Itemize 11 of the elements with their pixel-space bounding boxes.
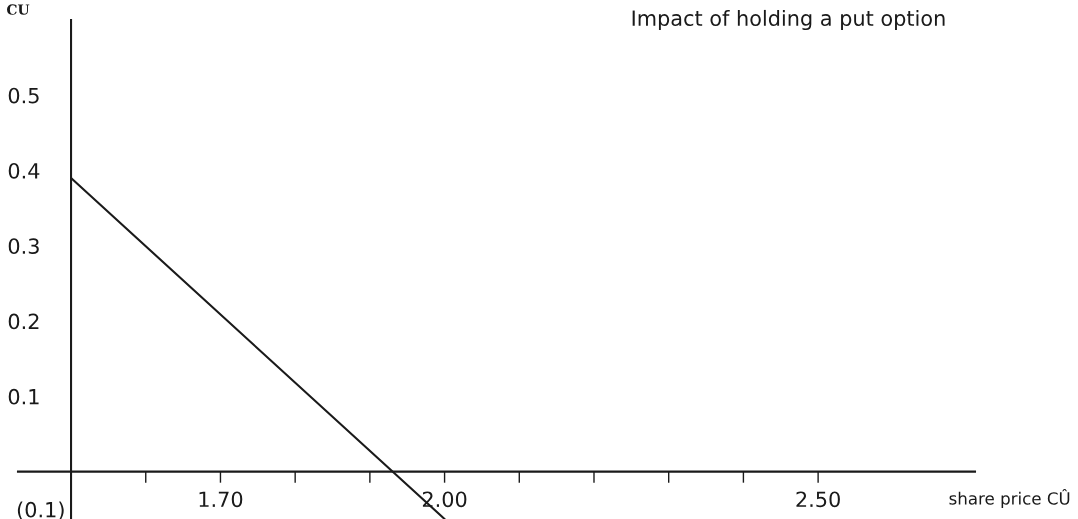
x-axis-title: share price CÛ bbox=[949, 489, 1070, 508]
x-tick-label: 2.50 bbox=[796, 491, 840, 508]
x-tick-label: 2.00 bbox=[422, 491, 467, 508]
y-axis-title: CU bbox=[7, 4, 30, 15]
y-tick-label: 0.1 bbox=[8, 388, 39, 405]
y-tick-label: 0.4 bbox=[8, 162, 40, 179]
x-tick-label: 1.70 bbox=[199, 491, 243, 508]
y-tick-label: 0.3 bbox=[8, 238, 39, 254]
y-tick-label: 0.2 bbox=[8, 313, 39, 330]
y-tick-label: 0.5 bbox=[8, 87, 39, 104]
chart-title: Impact of holding a put option bbox=[632, 9, 945, 31]
